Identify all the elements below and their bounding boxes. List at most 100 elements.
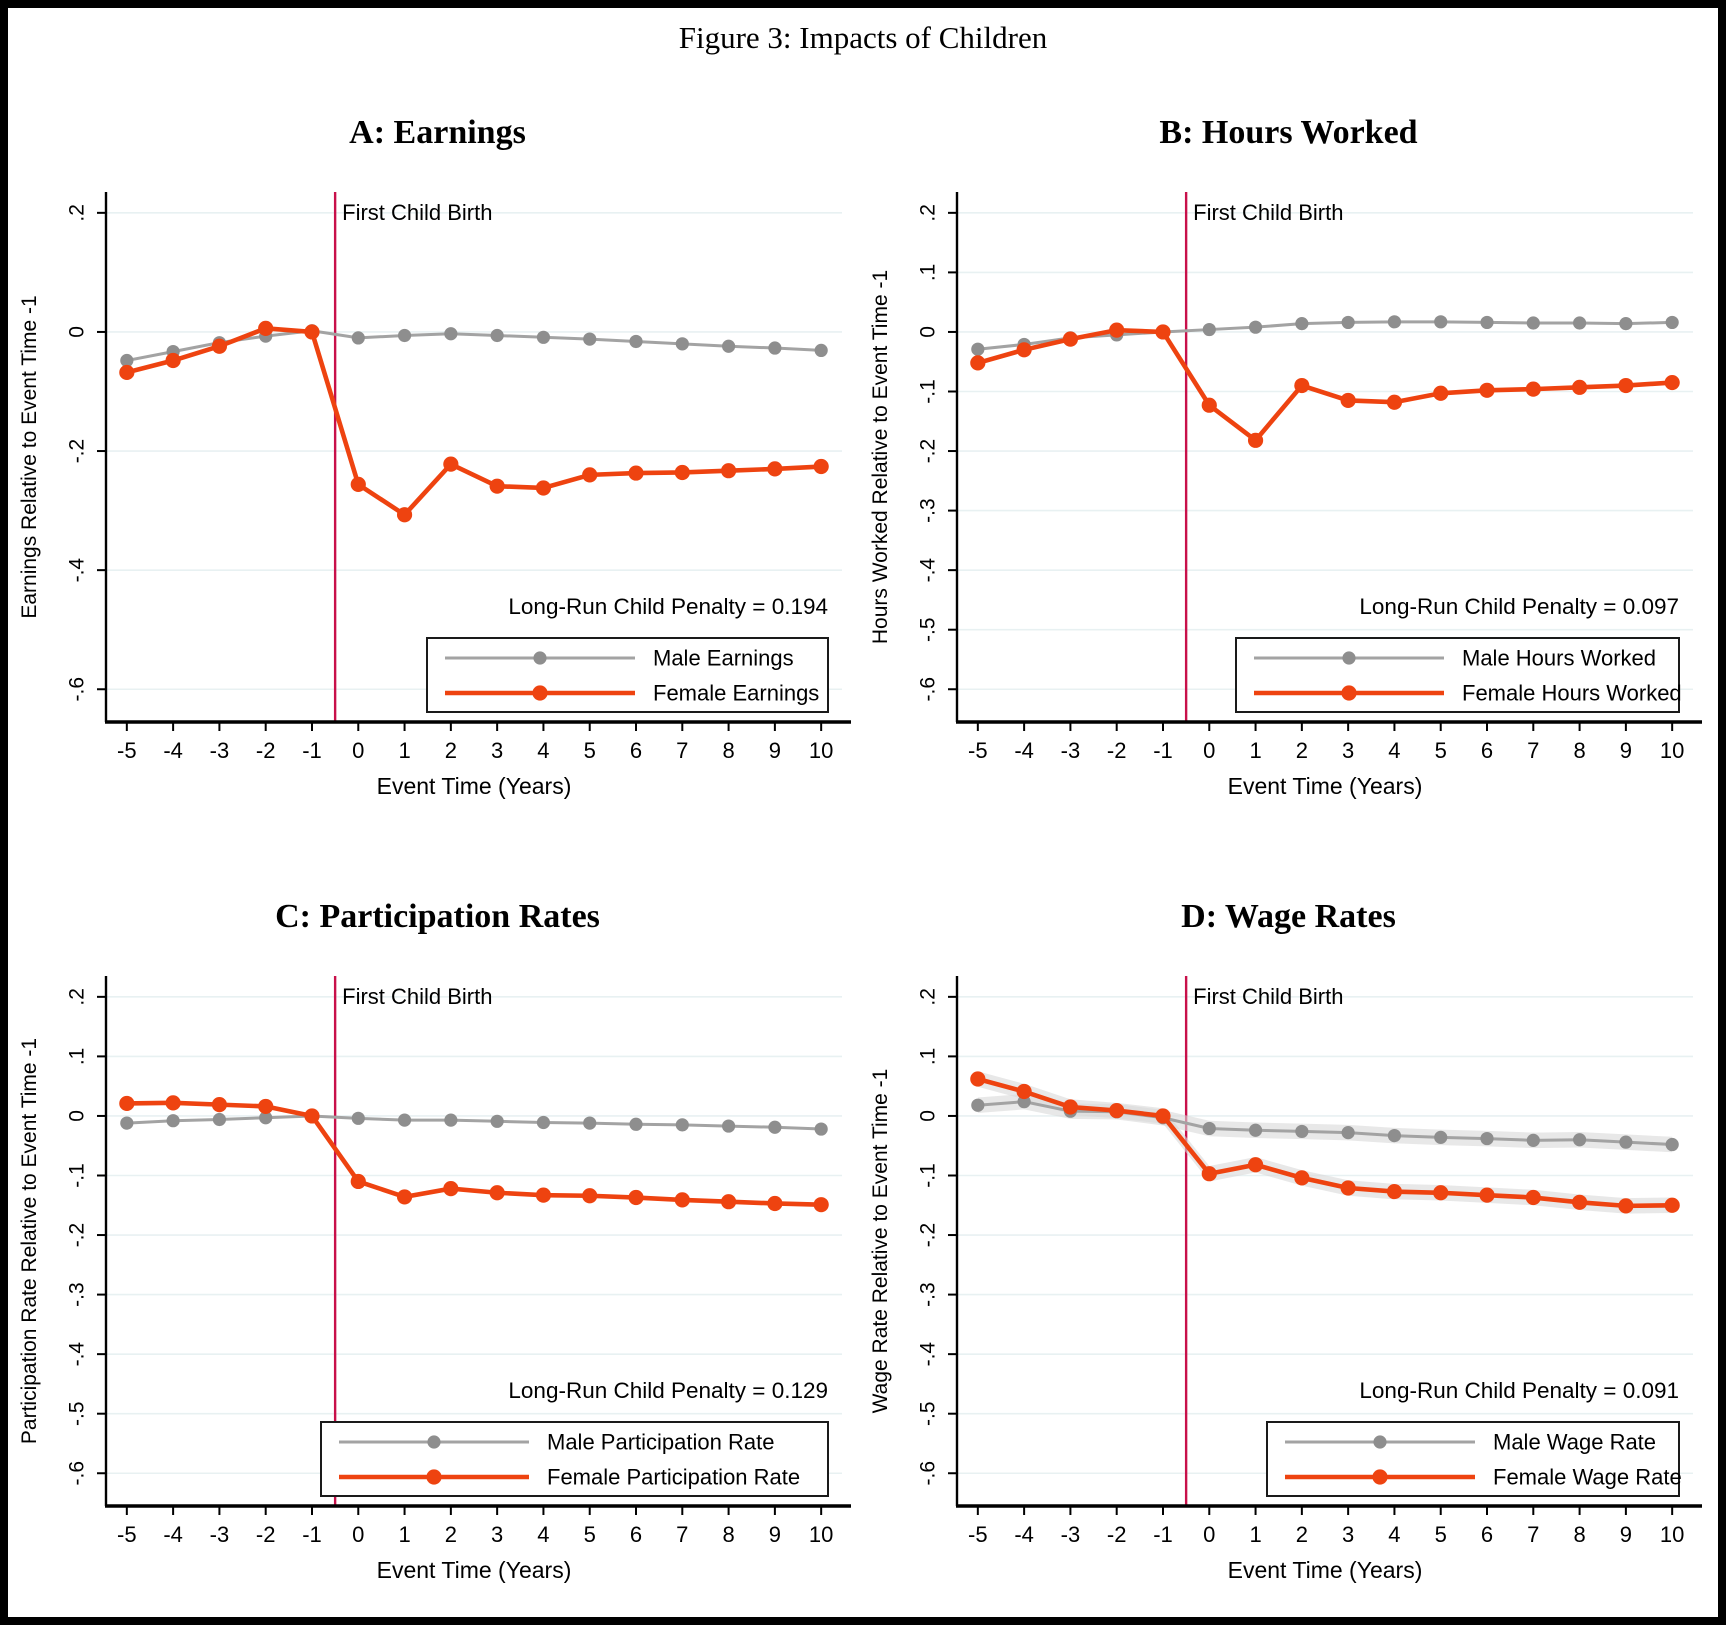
male-series-markers [120, 1109, 828, 1136]
svg-text:.2: .2 [916, 988, 939, 1006]
svg-text:-.1: -.1 [65, 1163, 88, 1188]
svg-text:-4: -4 [163, 1522, 183, 1547]
svg-text:-5: -5 [117, 738, 137, 763]
y-axis-title: Earnings Relative to Event Time -1 [18, 295, 41, 618]
svg-text:7: 7 [1527, 738, 1539, 763]
y-axis-title: Participation Rate Relative to Event Tim… [18, 1038, 41, 1444]
svg-text:-3: -3 [210, 1522, 230, 1547]
female-legend-label: Female Wage Rate [1493, 1465, 1682, 1490]
svg-text:6: 6 [630, 1522, 642, 1547]
svg-text:4: 4 [537, 738, 549, 763]
svg-text:-.1: -.1 [916, 1163, 939, 1188]
svg-text:5: 5 [1435, 738, 1447, 763]
male-legend-label: Male Wage Rate [1493, 1430, 1656, 1455]
svg-text:6: 6 [1481, 738, 1493, 763]
child-penalty-annotation: Long-Run Child Penalty = 0.091 [1359, 1378, 1679, 1403]
x-axis: -5 -4 -3 -2 -1 0 1 2 3 4 5 6 7 8 9 10 [117, 722, 833, 763]
svg-text:7: 7 [676, 1522, 688, 1547]
svg-text:-.4: -.4 [916, 1342, 939, 1367]
y-axis-title: Hours Worked Relative to Event Time -1 [869, 270, 892, 644]
panel-b: B: Hours Worked First Child Birth .2 .1 0 -.… [863, 68, 1714, 826]
svg-text:-5: -5 [117, 1522, 137, 1547]
svg-text:0: 0 [1203, 1522, 1215, 1547]
child-penalty-annotation: Long-Run Child Penalty = 0.097 [1359, 594, 1679, 619]
male-legend-label: Male Earnings [653, 646, 794, 671]
male-legend-label: Male Participation Rate [547, 1430, 774, 1455]
svg-text:10: 10 [1660, 1522, 1684, 1547]
panel-grid: A: Earnings First Child Birth .2 0 -.2 -.4 -.… [8, 68, 1718, 1610]
female-series-markers [119, 1095, 829, 1213]
svg-text:-.4: -.4 [65, 558, 88, 583]
svg-text:-2: -2 [1107, 1522, 1127, 1547]
y-axis: .2 0 -.2 -.4 -.6 [65, 204, 106, 702]
svg-text:-1: -1 [302, 738, 322, 763]
svg-text:6: 6 [1481, 1522, 1493, 1547]
female-series-line [977, 1076, 1673, 1209]
svg-text:4: 4 [537, 1522, 549, 1547]
y-axis: .2 .1 0 -.1 -.2 -.3 -.4 -.5 -.6 [65, 988, 106, 1486]
svg-text:-1: -1 [1153, 1522, 1173, 1547]
panel-a-title: A: Earnings [349, 114, 526, 151]
svg-text:-.4: -.4 [65, 1342, 88, 1367]
male-legend-label: Male Hours Worked [1462, 646, 1656, 671]
svg-text:-.3: -.3 [916, 498, 939, 523]
x-axis: -5 -4 -3 -2 -1 0 1 2 3 4 5 6 7 8 9 10 [968, 1506, 1684, 1547]
legend: Male Earnings Female Earnings [426, 637, 829, 713]
svg-text:2: 2 [445, 738, 457, 763]
svg-text:2: 2 [445, 1522, 457, 1547]
svg-text:-.3: -.3 [65, 1282, 88, 1307]
svg-text:9: 9 [769, 738, 781, 763]
svg-text:10: 10 [809, 738, 833, 763]
svg-text:8: 8 [1573, 738, 1585, 763]
svg-text:-4: -4 [1014, 738, 1034, 763]
svg-text:-.2: -.2 [65, 439, 88, 464]
svg-text:-.4: -.4 [916, 558, 939, 583]
svg-text:9: 9 [1620, 1522, 1632, 1547]
svg-text:-.2: -.2 [916, 1223, 939, 1248]
svg-text:-.1: -.1 [916, 379, 939, 404]
svg-text:1: 1 [1249, 738, 1261, 763]
svg-text:3: 3 [1342, 1522, 1354, 1547]
svg-text:-5: -5 [968, 738, 988, 763]
female-series-markers [970, 322, 1680, 448]
svg-text:-3: -3 [1061, 1522, 1081, 1547]
svg-text:-.6: -.6 [916, 677, 939, 702]
legend: Male Wage Rate Female Wage Rate [1266, 1421, 1682, 1497]
svg-text:8: 8 [1573, 1522, 1585, 1547]
y-axis: .2 .1 0 -.1 -.2 -.3 -.4 -.5 -.6 [916, 204, 957, 702]
x-axis: -5 -4 -3 -2 -1 0 1 2 3 4 5 6 7 8 9 10 [968, 722, 1684, 763]
svg-text:1: 1 [1249, 1522, 1261, 1547]
svg-text:10: 10 [809, 1522, 833, 1547]
svg-text:-.2: -.2 [916, 439, 939, 464]
panel-a-chart: First Child Birth .2 0 -.2 -.4 -.6 -5 -4 -3 -2 -1 0… [18, 192, 851, 799]
svg-text:-2: -2 [256, 1522, 276, 1547]
panel-c: C: Participation Rates First Child Birth… [12, 852, 863, 1610]
x-axis-title: Event Time (Years) [377, 773, 572, 799]
male-series-line [977, 1100, 1673, 1147]
svg-text:-.6: -.6 [65, 1461, 88, 1486]
svg-text:-3: -3 [1061, 738, 1081, 763]
legend: Male Participation Rate Female Participat… [320, 1421, 829, 1497]
panel-c-chart: First Child Birth .2 .1 0 -.1 -.2 -.3 -.4 -.5 -.6… [18, 976, 851, 1583]
svg-text:2: 2 [1296, 738, 1308, 763]
male-series-line [126, 329, 822, 363]
x-axis-title: Event Time (Years) [1228, 773, 1423, 799]
panel-c-title: C: Participation Rates [275, 898, 600, 935]
y-axis: .2 .1 0 -.1 -.2 -.3 -.4 -.5 -.6 [916, 988, 957, 1486]
svg-text:0: 0 [916, 1110, 939, 1122]
svg-text:0: 0 [65, 1110, 88, 1122]
svg-text:-.5: -.5 [65, 1401, 88, 1426]
svg-text:7: 7 [1527, 1522, 1539, 1547]
svg-text:0: 0 [352, 738, 364, 763]
svg-text:10: 10 [1660, 738, 1684, 763]
female-legend-label: Female Hours Worked [1462, 681, 1682, 706]
svg-text:-2: -2 [1107, 738, 1127, 763]
x-axis-title: Event Time (Years) [377, 1557, 572, 1583]
svg-text:.1: .1 [65, 1048, 88, 1066]
svg-text:2: 2 [1296, 1522, 1308, 1547]
svg-text:-1: -1 [302, 1522, 322, 1547]
first-child-birth-label: First Child Birth [342, 984, 492, 1009]
first-child-birth-label: First Child Birth [342, 200, 492, 225]
female-legend-label: Female Earnings [653, 681, 819, 706]
